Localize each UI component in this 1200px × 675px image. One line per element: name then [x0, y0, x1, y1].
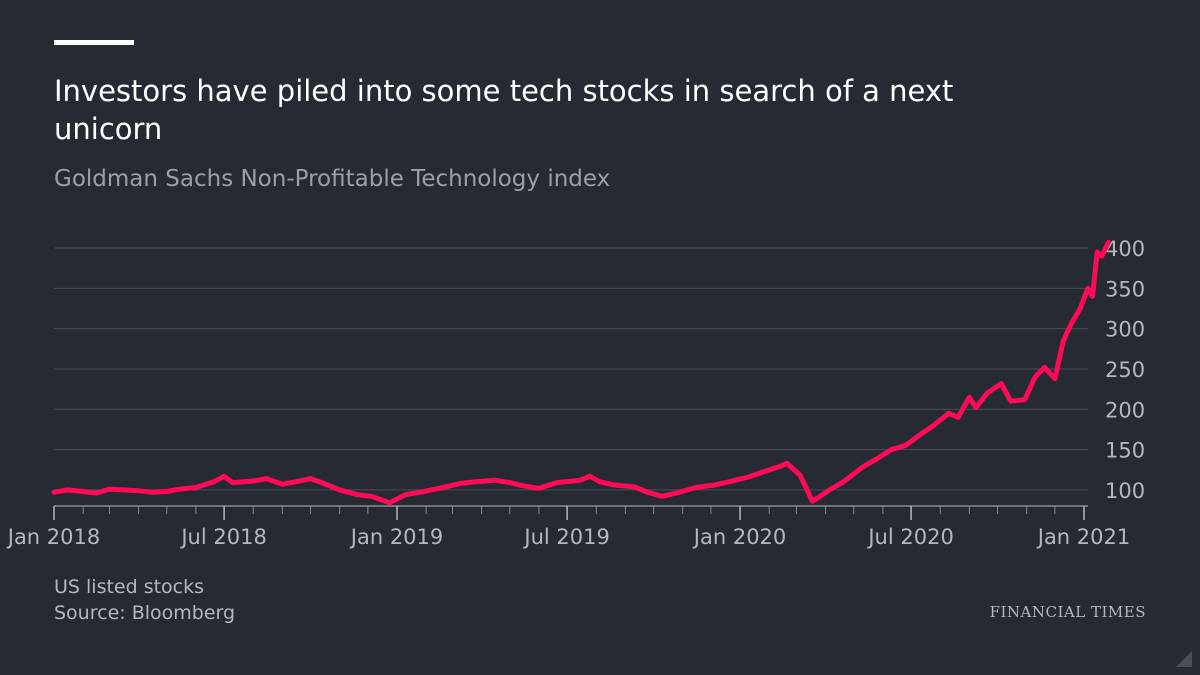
x-axis: Jan 2018 Jul 2018 Jan 2019 Jul 2019 Jan 2020… [6, 505, 1131, 549]
chart-title: Investors have piled into some tech stoc… [54, 74, 954, 146]
y-tick-label: 400 [1105, 237, 1145, 261]
brand-logo-text: FINANCIAL TIMES [989, 603, 1146, 621]
x-tick-label: Jan 2018 [6, 525, 101, 549]
footer-source: Source: Bloomberg [54, 602, 236, 624]
resize-corner-icon [1176, 651, 1192, 667]
chart-footer: US listed stocks Source: Bloomberg [54, 574, 235, 626]
x-tick-label: Jul 2019 [522, 525, 609, 549]
y-tick-label: 200 [1105, 398, 1145, 422]
series-line [51, 239, 1111, 506]
x-tick-label: Jul 2020 [866, 525, 953, 549]
y-tick-label: 250 [1105, 358, 1145, 382]
y-axis-ticks: 100 150 200 250 300 350 400 [1105, 237, 1145, 503]
x-tick-label: Jan 2019 [349, 525, 444, 549]
footer-note: US listed stocks [54, 576, 205, 598]
y-tick-label: 350 [1105, 277, 1145, 301]
top-rule [54, 40, 134, 45]
y-tick-label: 300 [1105, 318, 1145, 342]
gridlines [54, 247, 1088, 491]
y-tick-label: 100 [1105, 479, 1145, 503]
y-tick-label: 150 [1105, 439, 1145, 463]
x-tick-label: Jan 2020 [692, 525, 787, 549]
x-tick-label: Jan 2021 [1036, 525, 1131, 549]
chart-subtitle: Goldman Sachs Non-Profitable Technology … [54, 166, 611, 192]
x-tick-label: Jul 2018 [179, 525, 266, 549]
